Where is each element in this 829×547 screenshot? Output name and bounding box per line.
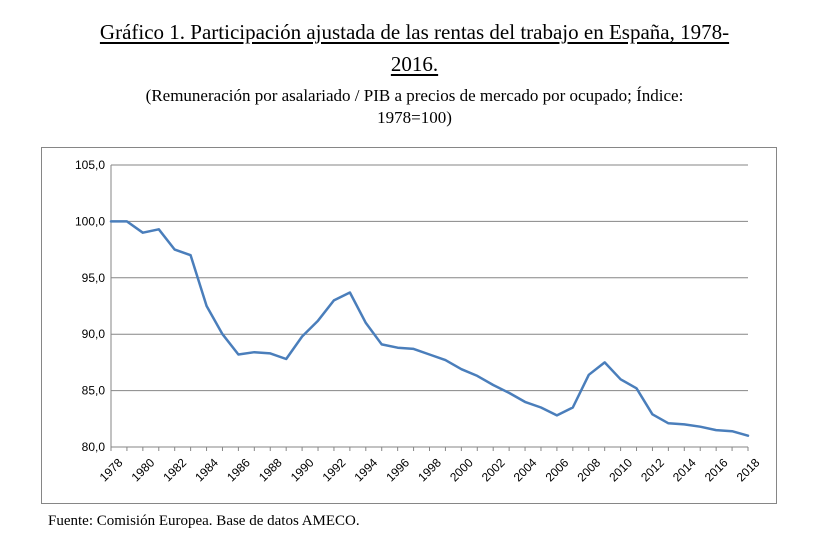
x-tick-label: 1994 (352, 455, 381, 484)
data-point (652, 413, 654, 415)
data-point (636, 388, 638, 390)
data-point (110, 221, 112, 223)
data-point (461, 368, 463, 370)
chart-subtitle-line1: (Remuneración por asalariado / PIB a pre… (145, 86, 684, 105)
data-point (699, 426, 701, 428)
data-point (397, 347, 399, 349)
data-point (413, 348, 415, 350)
gridlines (111, 164, 748, 392)
y-tick-label: 105,0 (75, 158, 105, 172)
data-point (238, 354, 240, 356)
x-tick-label: 2006 (543, 455, 572, 484)
data-point (269, 353, 271, 355)
data-point (285, 358, 287, 360)
x-tick-label: 2012 (638, 455, 667, 484)
data-point (604, 362, 606, 364)
data-point (588, 374, 590, 376)
data-point (668, 423, 670, 425)
x-tick-label: 1978 (97, 455, 126, 484)
data-point (381, 344, 383, 346)
data-point (174, 249, 176, 251)
x-tick-label: 2008 (574, 455, 603, 484)
data-point (492, 384, 494, 386)
x-tick-label: 2018 (734, 455, 763, 484)
x-tick-label: 1990 (288, 455, 317, 484)
x-tick-label: 2000 (447, 455, 476, 484)
data-point (349, 292, 351, 294)
y-tick-label: 95,0 (82, 271, 106, 285)
x-tick-label: 1984 (192, 455, 221, 484)
x-tick-label: 2014 (670, 455, 699, 484)
data-point (540, 407, 542, 409)
x-tick-label: 2016 (702, 455, 731, 484)
series-line (109, 220, 750, 437)
data-point (365, 322, 367, 324)
data-point (126, 221, 128, 223)
data-point (556, 415, 558, 417)
x-tick-label: 1980 (129, 455, 158, 484)
data-point (158, 228, 160, 230)
data-point (429, 354, 431, 356)
data-point (317, 320, 319, 322)
data-point (222, 333, 224, 335)
x-tick-label: 1998 (415, 455, 444, 484)
data-point (254, 351, 256, 353)
chart-subtitle-line2: 1978=100) (377, 108, 452, 127)
data-point (445, 359, 447, 361)
y-tick-label: 80,0 (82, 440, 106, 454)
axes (110, 165, 749, 451)
chart-title-line2: 2016. (390, 52, 439, 76)
chart-title-line1: Gráfico 1. Participación ajustada de las… (99, 20, 730, 44)
data-point (206, 305, 208, 307)
y-tick-label: 90,0 (82, 327, 106, 341)
x-tick-label: 2004 (511, 455, 540, 484)
data-point (731, 430, 733, 432)
y-tick-label: 100,0 (75, 214, 105, 228)
x-tick-label: 1988 (256, 455, 285, 484)
data-point (301, 336, 303, 338)
data-point (715, 429, 717, 431)
data-point (190, 254, 192, 256)
chart-frame (41, 147, 777, 504)
x-tick-label: 2010 (606, 455, 635, 484)
chart-subtitle: (Remuneración por asalariado / PIB a pre… (40, 85, 789, 129)
data-point (142, 232, 144, 234)
x-tick-label: 1992 (320, 455, 349, 484)
data-point (620, 379, 622, 381)
data-point (747, 435, 749, 437)
chart-title: Gráfico 1. Participación ajustada de las… (0, 16, 829, 80)
x-tick-label: 2002 (479, 455, 508, 484)
data-point (684, 424, 686, 426)
series-group (109, 220, 750, 437)
data-point (476, 375, 478, 377)
data-point (508, 392, 510, 394)
x-tick-label: 1986 (224, 455, 253, 484)
x-axis-ticks: 1978 1980 1982 1984 1986 1988 1990 1992 1994 1996… (97, 455, 763, 484)
y-tick-label: 85,0 (82, 384, 106, 398)
x-tick-label: 1982 (160, 455, 189, 484)
y-axis-ticks: 80,0 85,0 90,0 95,0 100,0 105,0 (75, 158, 105, 454)
x-tick-label: 1996 (383, 455, 412, 484)
data-point (333, 300, 335, 302)
source-note: Fuente: Comisión Europea. Base de datos … (48, 513, 360, 529)
data-point (572, 407, 574, 409)
data-point (524, 401, 526, 403)
